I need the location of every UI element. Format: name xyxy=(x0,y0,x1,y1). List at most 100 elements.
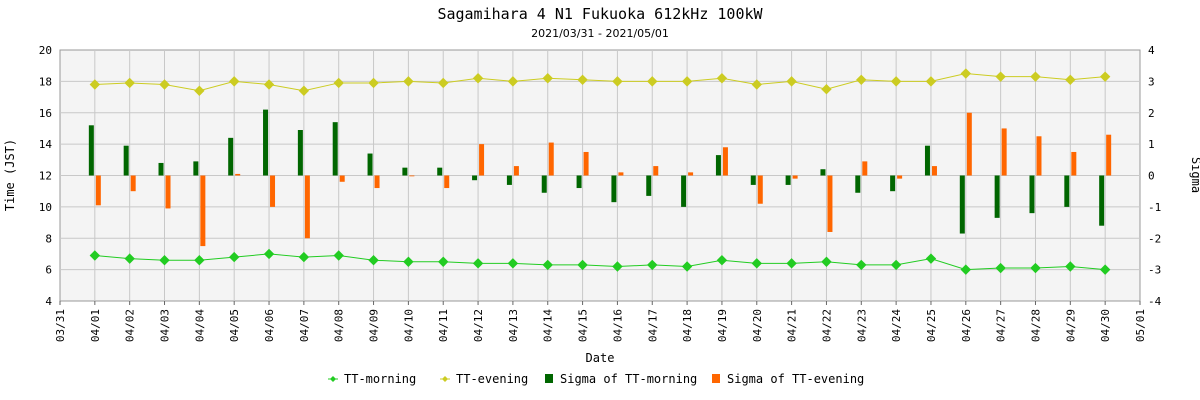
data-point xyxy=(890,259,902,271)
data-point xyxy=(577,259,588,271)
y-tick-label: 18 xyxy=(39,75,52,88)
sigma-bar xyxy=(402,167,408,176)
data-point xyxy=(1099,264,1111,275)
data-point xyxy=(194,85,205,96)
sigma-bar xyxy=(332,122,338,176)
sigma-bar xyxy=(263,109,269,176)
x-tick-label: 04/26 xyxy=(960,309,973,342)
sigma-bar xyxy=(722,147,728,176)
y-tick-label: 4 xyxy=(45,295,52,308)
sigma-bar xyxy=(548,142,554,176)
x-tick-label: 05/01 xyxy=(1134,309,1147,342)
data-point xyxy=(263,79,275,90)
x-tick-label: 04/11 xyxy=(437,309,450,342)
data-point xyxy=(159,255,170,266)
x-tick-label: 04/04 xyxy=(193,309,206,342)
x-tick-label: 04/14 xyxy=(542,309,555,342)
y-tick-label: 20 xyxy=(39,44,52,57)
sigma-bar xyxy=(1036,136,1042,176)
x-tick-label: 04/08 xyxy=(333,309,346,342)
data-point xyxy=(821,84,832,95)
sigma-bar xyxy=(1001,128,1007,176)
data-point xyxy=(542,259,553,271)
x-tick-label: 04/21 xyxy=(786,309,799,342)
sigma-bar xyxy=(123,145,129,176)
data-point xyxy=(542,73,553,84)
sigma-bar xyxy=(158,162,164,176)
data-point xyxy=(368,255,379,266)
data-point xyxy=(925,253,937,264)
sigma-bar xyxy=(897,175,903,179)
x-tick-label: 04/27 xyxy=(995,309,1008,342)
x-tick-label: 04/12 xyxy=(472,309,485,342)
sigma-bar xyxy=(924,145,930,176)
sigma-bar xyxy=(437,167,443,176)
y-axis-title: Time (JST) xyxy=(3,139,17,211)
legend-label: Sigma of TT-morning xyxy=(560,372,697,386)
y2-tick-label: -1 xyxy=(1148,201,1161,214)
time-lines xyxy=(89,68,1111,275)
sigma-bars xyxy=(88,109,1112,247)
data-point xyxy=(89,250,101,261)
data-point xyxy=(472,258,484,269)
y-tick-label: 6 xyxy=(45,264,52,277)
x-tick-label: 04/09 xyxy=(368,309,381,342)
sigma-bar xyxy=(165,175,171,209)
legend-label: Sigma of TT-evening xyxy=(727,372,864,386)
y2-tick-label: 4 xyxy=(1148,44,1155,57)
sigma-bar xyxy=(1099,175,1105,226)
data-point xyxy=(298,85,310,96)
sigma-bar xyxy=(304,175,310,239)
data-point xyxy=(612,76,623,87)
sigma-bar xyxy=(367,153,373,176)
series-line xyxy=(94,253,1106,271)
data-point xyxy=(403,76,414,87)
sigma-bar xyxy=(785,175,791,185)
sigma-bar xyxy=(855,175,861,193)
sigma-bar xyxy=(409,175,415,177)
data-point xyxy=(124,77,135,89)
y2-tick-label: 2 xyxy=(1148,107,1155,120)
data-point xyxy=(960,264,972,275)
x-tick-label: 04/07 xyxy=(298,309,311,342)
data-point xyxy=(263,248,275,260)
data-point xyxy=(716,255,728,266)
data-point xyxy=(438,256,449,267)
data-point xyxy=(751,79,762,90)
sigma-bar xyxy=(479,144,485,176)
data-point xyxy=(577,74,588,86)
data-point xyxy=(228,76,240,87)
legend-label: TT-evening xyxy=(456,372,528,386)
data-point xyxy=(228,251,240,263)
y-tick-label: 12 xyxy=(39,170,52,183)
sigma-bar xyxy=(513,166,519,176)
data-point xyxy=(786,258,797,269)
legend-bar-swatch xyxy=(545,374,553,383)
data-point xyxy=(298,251,310,263)
data-point xyxy=(438,77,449,89)
legend-label: TT-morning xyxy=(344,372,416,386)
legend: TT-morning TT-evening Sigma of TT-morning S… xyxy=(328,372,864,386)
x-tick-label: 04/06 xyxy=(263,309,276,342)
sigma-bar xyxy=(541,175,547,193)
y2-axis-title: Sigma xyxy=(1189,157,1200,193)
sigma-bar xyxy=(193,161,199,176)
data-point xyxy=(368,77,379,89)
sigma-bar xyxy=(994,175,1000,218)
data-point xyxy=(159,79,170,90)
data-point xyxy=(681,76,693,87)
x-axis-title: Date xyxy=(586,351,615,365)
x-tick-label: 04/30 xyxy=(1099,309,1112,342)
data-point xyxy=(995,262,1006,274)
sigma-bar xyxy=(688,172,694,176)
data-point xyxy=(647,259,658,271)
sigma-bar xyxy=(339,175,345,182)
x-tick-label: 04/13 xyxy=(507,309,520,342)
data-point xyxy=(716,73,728,84)
y2-tick-label: 1 xyxy=(1148,138,1155,151)
sigma-bar xyxy=(583,151,589,176)
y-tick-label: 8 xyxy=(45,232,52,245)
x-tick-label: 04/19 xyxy=(716,309,729,342)
data-point xyxy=(786,76,797,87)
